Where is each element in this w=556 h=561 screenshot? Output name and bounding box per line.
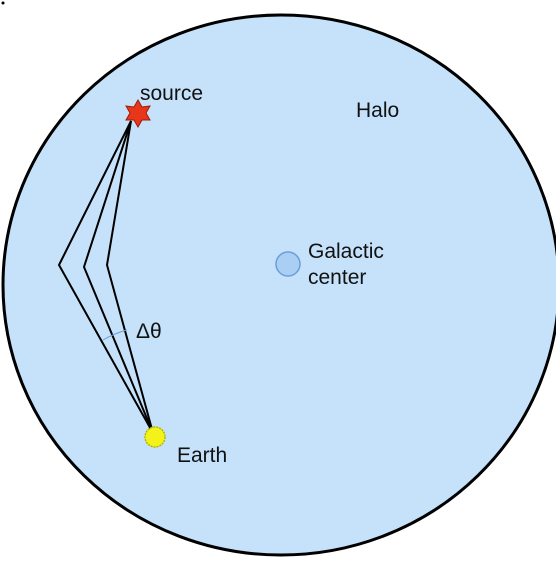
path-middle xyxy=(82,120,154,434)
corner-dot xyxy=(1,1,5,5)
source-star xyxy=(125,98,151,129)
halo-label: Halo xyxy=(356,99,399,122)
path-inner xyxy=(105,120,154,434)
earth-dot xyxy=(144,426,166,448)
angle-label: Δθ xyxy=(136,320,162,343)
earth-label: Earth xyxy=(177,444,227,467)
source-label: source xyxy=(140,82,203,105)
path-outer xyxy=(57,120,154,434)
galactic-label: Galactic xyxy=(308,240,384,263)
light-paths xyxy=(57,120,154,434)
center-label: center xyxy=(308,266,366,289)
angle-arc xyxy=(102,329,128,341)
galactic-center-dot xyxy=(275,251,301,277)
halo-circle xyxy=(1,13,556,557)
